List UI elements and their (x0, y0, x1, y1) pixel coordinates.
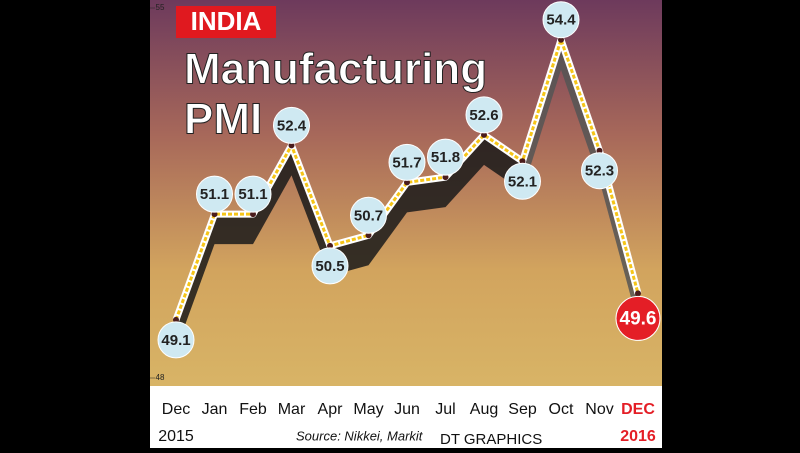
shadow-ribbon (368, 182, 407, 266)
x-tick-label: Mar (278, 401, 306, 418)
data-label: 52.3 (585, 163, 614, 180)
shadow-ribbon (407, 177, 446, 213)
point (250, 211, 256, 218)
point (635, 290, 641, 297)
label-bubble (581, 152, 618, 190)
data-label: 51.7 (392, 154, 421, 171)
title-line: PMI (184, 95, 262, 144)
label-bubble (388, 143, 426, 181)
x-tick-label: Aug (470, 401, 498, 418)
label-bubble (273, 106, 310, 144)
x-tick-label: DEC (621, 401, 655, 418)
x-tick-label: Nov (585, 401, 613, 418)
point (365, 232, 372, 239)
data-label: 54.4 (546, 12, 576, 29)
point (404, 179, 410, 186)
point (596, 147, 603, 154)
data-label: 50.7 (354, 207, 383, 224)
x-tick-label: Jul (435, 401, 455, 418)
label-bubble (350, 196, 387, 234)
data-label: 51.1 (200, 186, 229, 203)
x-tick-label: Jun (394, 401, 420, 418)
y-tick-label: 55 (156, 3, 165, 12)
badge-box (176, 6, 276, 38)
x-tick-label: Oct (549, 401, 574, 418)
label-bubble (157, 321, 195, 359)
point (519, 158, 526, 165)
label-bubble (311, 247, 349, 285)
point (211, 211, 218, 218)
data-label: 49.1 (161, 332, 190, 349)
title-line: Manufacturing (184, 45, 487, 94)
label-bubble (465, 96, 503, 134)
point (558, 36, 564, 43)
data-label: 52.4 (277, 117, 307, 134)
x-tick-label: Feb (239, 401, 267, 418)
point (327, 242, 333, 249)
data-label: 51.1 (238, 186, 267, 203)
x-tick-label: Sep (508, 401, 537, 418)
label-bubble (615, 295, 661, 341)
data-label: 51.8 (431, 149, 460, 166)
data-label: 49.6 (620, 308, 657, 329)
x-tick-label: Jan (202, 401, 228, 418)
point (288, 142, 295, 149)
label-bubble (427, 138, 464, 176)
year-label: 2016 (620, 428, 656, 445)
x-tick-label: Apr (318, 401, 344, 418)
x-tick-label: May (353, 401, 383, 418)
data-label: 52.1 (508, 173, 537, 190)
data-label: 52.6 (469, 107, 498, 124)
credit: DT GRAPHICS (440, 431, 542, 448)
label-bubble (542, 1, 580, 39)
label-bubble (234, 175, 272, 213)
point (173, 316, 179, 323)
badge: INDIA (191, 6, 262, 36)
label-bubble (504, 162, 541, 200)
data-label: 50.5 (315, 258, 344, 275)
year-label: 2015 (158, 428, 194, 445)
label-bubble (196, 175, 233, 213)
shadow-ribbon (214, 214, 253, 245)
point (481, 131, 487, 138)
source: Source: Nikkei, Markit (296, 428, 424, 443)
shadow-ribbon (445, 134, 484, 208)
shadow-ribbon (253, 145, 292, 245)
point (442, 174, 449, 181)
y-tick-label: 48 (156, 373, 165, 382)
x-tick-label: Dec (162, 401, 190, 418)
